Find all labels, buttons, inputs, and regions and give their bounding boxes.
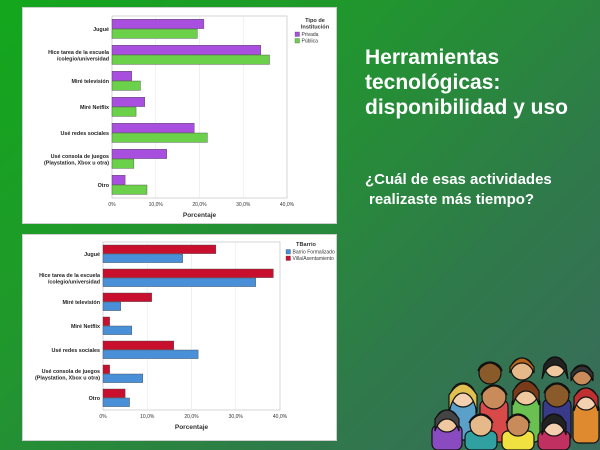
x-tick-label: 10,0% <box>140 414 155 420</box>
bar-p-blica <box>111 106 137 117</box>
bar-villa-asentamiento <box>102 364 110 374</box>
chart-barrio: 0% 10,0% 20,0% 30,0% 40,0% Porcentaje Jugué Hic… <box>35 241 335 431</box>
bar-p-blica <box>111 132 208 143</box>
bar-villa-asentamiento <box>102 316 110 326</box>
bar-privada <box>111 174 126 185</box>
bar-privada <box>111 71 132 81</box>
people-crowd-illustration <box>431 356 600 450</box>
x-tick-label: 20,0% <box>192 202 207 208</box>
bar-privada <box>111 45 261 55</box>
x-tick-label: 30,0% <box>236 202 251 208</box>
legend-swatch <box>285 255 291 261</box>
category-label: Miré televisión <box>63 300 100 306</box>
category-label: /colegio/universidad <box>48 279 100 285</box>
category-label: Usé redes sociales <box>51 348 100 354</box>
category-label: Jugué <box>93 27 109 33</box>
category-label: (Playstation, Xbox u otra) <box>35 375 100 381</box>
bar-barrio-formalizado <box>102 301 121 311</box>
legend-label: Pública <box>302 39 319 45</box>
question-line: ¿Cuál de esas actividades <box>365 171 552 188</box>
category-label: Otro <box>98 183 110 189</box>
chart-institution-panel: 0% 10,0% 20,0% 30,0% 40,0% Porcentaje Jugué Hic… <box>22 7 337 224</box>
bar-villa-asentamiento <box>102 244 217 254</box>
bar-p-blica <box>111 28 198 39</box>
slide-title: Herramientas tecnológicas: disponibilida… <box>365 45 595 120</box>
legend-swatch <box>294 31 300 37</box>
legend-title: TBarrio <box>296 242 316 248</box>
question-line: realizaste más tiempo? <box>369 191 535 208</box>
legend-label: Privada <box>302 32 319 38</box>
bar-villa-asentamiento <box>102 268 274 278</box>
x-axis-label: Porcentaje <box>183 212 217 219</box>
legend-swatch <box>285 249 291 255</box>
category-label: Miré Netflix <box>80 105 109 111</box>
category-label: Usé consola de juegos <box>42 369 100 375</box>
chart-institution: 0% 10,0% 20,0% 30,0% 40,0% Porcentaje Jugué Hic… <box>44 15 330 219</box>
category-label: Hice tarea de la escuela <box>48 50 110 56</box>
x-axis-label: Porcentaje <box>175 424 209 431</box>
category-label: /colegio/universidad <box>57 56 109 62</box>
bar-privada <box>111 148 167 159</box>
category-label: Usé consola de juegos <box>51 154 109 160</box>
legend-swatch <box>294 38 300 44</box>
category-label: Miré Netflix <box>71 324 100 330</box>
bar-villa-asentamiento <box>102 388 126 398</box>
legend-title: Institución <box>301 25 330 31</box>
bar-privada <box>111 18 205 29</box>
bar-barrio-formalizado <box>102 349 199 359</box>
category-label: Usé redes sociales <box>60 131 109 137</box>
slide-title-line: tecnológicas: <box>365 71 501 94</box>
category-label: Otro <box>89 396 101 402</box>
bar-p-blica <box>111 54 270 65</box>
bar-barrio-formalizado <box>102 325 132 335</box>
bar-p-blica <box>111 158 135 169</box>
chart-barrio-panel: 0% 10,0% 20,0% 30,0% 40,0% Porcentaje Jugué Hic… <box>22 234 337 441</box>
bar-villa-asentamiento <box>102 340 175 350</box>
category-label: Miré televisión <box>72 79 109 85</box>
slide-question: ¿Cuál de esas actividades realizaste más… <box>365 170 595 210</box>
x-tick-label: 30,0% <box>229 414 244 420</box>
x-tick-label: 40,0% <box>273 414 288 420</box>
slide-title-line: Herramientas <box>365 46 500 69</box>
bar-privada <box>111 122 195 133</box>
slide-title-line: disponibilidad y uso <box>365 96 569 119</box>
bar-p-blica <box>111 80 141 91</box>
bar-barrio-formalizado <box>102 373 144 383</box>
bar-barrio-formalizado <box>102 397 130 407</box>
legend-title: Tipo de <box>305 18 325 24</box>
x-tick-label: 0% <box>108 202 116 208</box>
bar-barrio-formalizado <box>102 253 183 263</box>
category-label: (Playstation, Xbox u otra) <box>44 160 109 166</box>
x-tick-label: 0% <box>99 414 107 420</box>
bar-villa-asentamiento <box>102 292 152 302</box>
legend-label: Villa/Asentamiento <box>293 256 335 262</box>
x-tick-label: 40,0% <box>280 202 295 208</box>
bar-privada <box>111 96 146 107</box>
x-tick-label: 10,0% <box>149 202 164 208</box>
bar-barrio-formalizado <box>102 277 256 287</box>
category-label: Jugué <box>84 252 100 258</box>
legend-label: Barrio Formalizado <box>293 250 335 256</box>
x-tick-label: 20,0% <box>184 414 199 420</box>
bar-p-blica <box>111 184 148 195</box>
category-label: Hice tarea de la escuela <box>39 273 101 279</box>
